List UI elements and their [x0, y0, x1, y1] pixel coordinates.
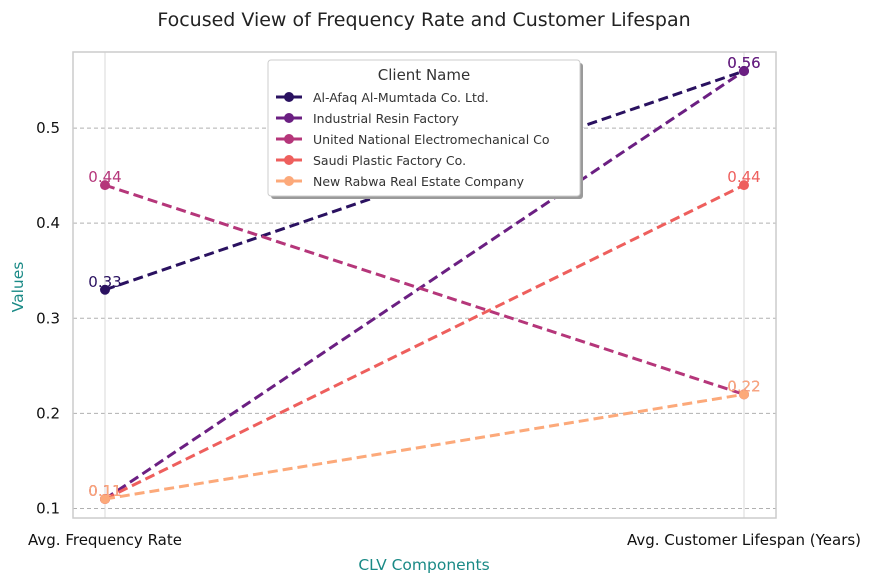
y-tick-label: 0.4 [36, 214, 60, 232]
series-line [104, 69, 745, 501]
legend-marker [284, 92, 294, 102]
legend-entry: Saudi Plastic Factory Co. [313, 153, 466, 168]
legend-marker [284, 134, 294, 144]
y-tick-label: 0.5 [36, 119, 60, 137]
plot-frame [72, 51, 777, 519]
legend-items: Al-Afaq Al-Mumtada Co. Ltd. Industrial Re… [276, 90, 550, 189]
legend-marker [284, 113, 294, 123]
data-label: 0.56 [727, 54, 760, 72]
data-label: 0.22 [727, 377, 760, 395]
data-label: 0.22 [727, 377, 760, 395]
legend-entry: United National Electromechanical Co [313, 132, 550, 147]
y-tick-label: 0.2 [36, 404, 60, 422]
data-label: 0.33 [88, 273, 121, 291]
legend: Client Name Al-Afaq Al-Mumtada Co. Ltd. I… [267, 59, 583, 199]
legend-title: Client Name [378, 66, 470, 84]
legend-entry: Al-Afaq Al-Mumtada Co. Ltd. [313, 90, 489, 105]
data-label: 0.11 [88, 482, 121, 500]
data-label: 0.44 [88, 168, 121, 186]
chart-title: Focused View of Frequency Rate and Custo… [157, 9, 690, 31]
data-point [100, 284, 110, 295]
y-axis-label: Values [9, 262, 27, 313]
y-tick-labels: 0.1 0.2 0.3 0.4 0.5 [36, 119, 60, 517]
y-tick-label: 0.1 [36, 499, 60, 517]
x-tick-label: Avg. Customer Lifespan (Years) [627, 531, 861, 549]
legend-box [267, 59, 581, 197]
series-line [104, 183, 745, 396]
data-label: 0.56 [727, 54, 760, 72]
data-point [100, 493, 110, 504]
plot-border [72, 51, 777, 519]
legend-marker [284, 155, 294, 165]
legend-marker [284, 176, 294, 186]
data-label: 0.11 [88, 482, 121, 500]
legend-entry: Industrial Resin Factory [313, 111, 460, 126]
x-axis-label: CLV Components [358, 556, 489, 574]
data-point [100, 180, 110, 191]
x-tick-labels: Avg. Frequency Rate Avg. Customer Lifespa… [28, 531, 861, 549]
x-tick-label: Avg. Frequency Rate [28, 531, 182, 549]
data-point [739, 180, 749, 191]
data-label: 0.44 [727, 168, 760, 186]
legend-entry: New Rabwa Real Estate Company [313, 174, 525, 189]
series-line [104, 183, 745, 501]
y-tick-label: 0.3 [36, 309, 60, 327]
data-point [739, 66, 749, 77]
data-point [739, 389, 749, 400]
series-line [104, 392, 745, 501]
data-labels: 0.330.560.110.560.440.220.110.440.110.22 [88, 54, 760, 500]
data-label: 0.11 [88, 482, 121, 500]
